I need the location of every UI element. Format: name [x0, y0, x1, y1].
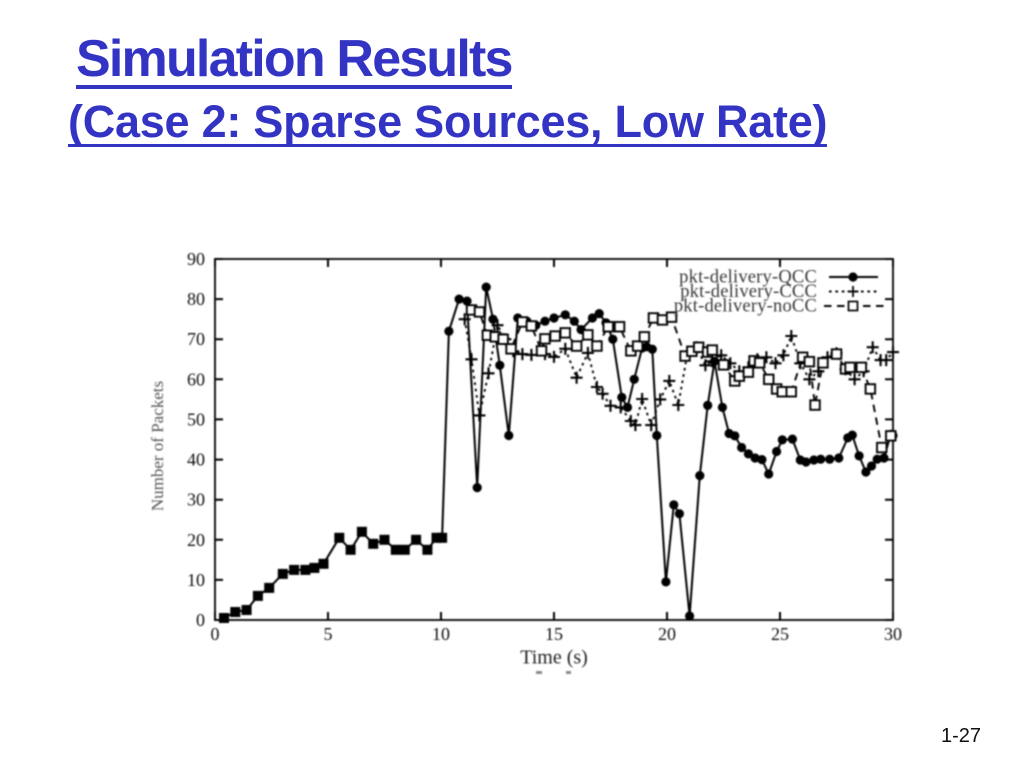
svg-text:60: 60 [187, 369, 205, 389]
svg-text:30: 30 [187, 490, 205, 510]
svg-text:5: 5 [324, 624, 333, 644]
svg-text:50: 50 [187, 409, 205, 429]
svg-text:pkt-delivery-QCC: pkt-delivery-QCC [679, 268, 817, 288]
svg-text:80: 80 [187, 289, 205, 309]
svg-text:90: 90 [187, 249, 205, 269]
svg-text:10: 10 [432, 624, 450, 644]
svg-text:pkt-delivery-CCC: pkt-delivery-CCC [680, 282, 817, 302]
svg-text:20: 20 [187, 530, 205, 550]
svg-text:70: 70 [187, 329, 205, 349]
svg-text:10: 10 [187, 570, 205, 590]
svg-text:15: 15 [545, 624, 563, 644]
svg-text:pkt-delivery-noCC: pkt-delivery-noCC [674, 297, 817, 317]
svg-text:Number of Packets: Number of Packets [148, 381, 167, 511]
svg-text:Time (s): Time (s) [520, 647, 588, 669]
svg-text:30: 30 [884, 624, 902, 644]
svg-text:25: 25 [771, 624, 789, 644]
svg-text:0: 0 [211, 624, 220, 644]
svg-text:20: 20 [658, 624, 676, 644]
svg-text:40: 40 [187, 450, 205, 470]
svg-text:0: 0 [196, 610, 205, 630]
